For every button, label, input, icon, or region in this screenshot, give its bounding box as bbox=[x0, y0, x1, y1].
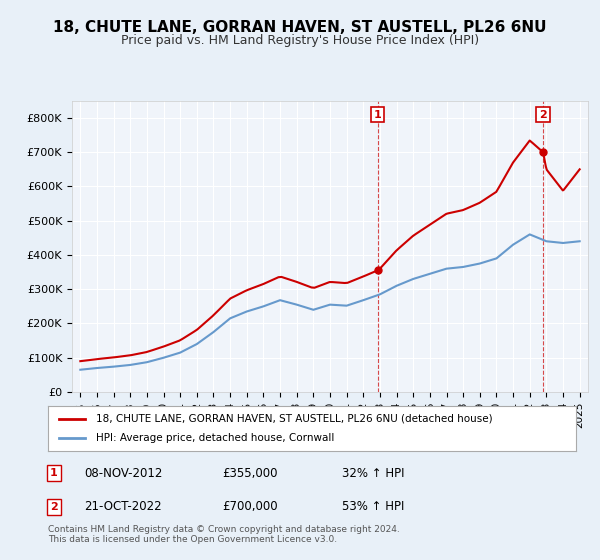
Text: 08-NOV-2012: 08-NOV-2012 bbox=[84, 466, 163, 480]
Text: £700,000: £700,000 bbox=[222, 500, 278, 514]
Text: 18, CHUTE LANE, GORRAN HAVEN, ST AUSTELL, PL26 6NU: 18, CHUTE LANE, GORRAN HAVEN, ST AUSTELL… bbox=[53, 20, 547, 35]
Text: 18, CHUTE LANE, GORRAN HAVEN, ST AUSTELL, PL26 6NU (detached house): 18, CHUTE LANE, GORRAN HAVEN, ST AUSTELL… bbox=[95, 413, 492, 423]
Text: 2: 2 bbox=[50, 502, 58, 512]
Text: 21-OCT-2022: 21-OCT-2022 bbox=[84, 500, 161, 514]
Text: Price paid vs. HM Land Registry's House Price Index (HPI): Price paid vs. HM Land Registry's House … bbox=[121, 34, 479, 46]
Text: £355,000: £355,000 bbox=[222, 466, 277, 480]
Text: 32% ↑ HPI: 32% ↑ HPI bbox=[342, 466, 404, 480]
Text: 1: 1 bbox=[374, 110, 382, 119]
Text: Contains HM Land Registry data © Crown copyright and database right 2024.
This d: Contains HM Land Registry data © Crown c… bbox=[48, 525, 400, 544]
Text: 1: 1 bbox=[50, 468, 58, 478]
Text: 53% ↑ HPI: 53% ↑ HPI bbox=[342, 500, 404, 514]
Text: HPI: Average price, detached house, Cornwall: HPI: Average price, detached house, Corn… bbox=[95, 433, 334, 444]
Text: 2: 2 bbox=[539, 110, 547, 119]
